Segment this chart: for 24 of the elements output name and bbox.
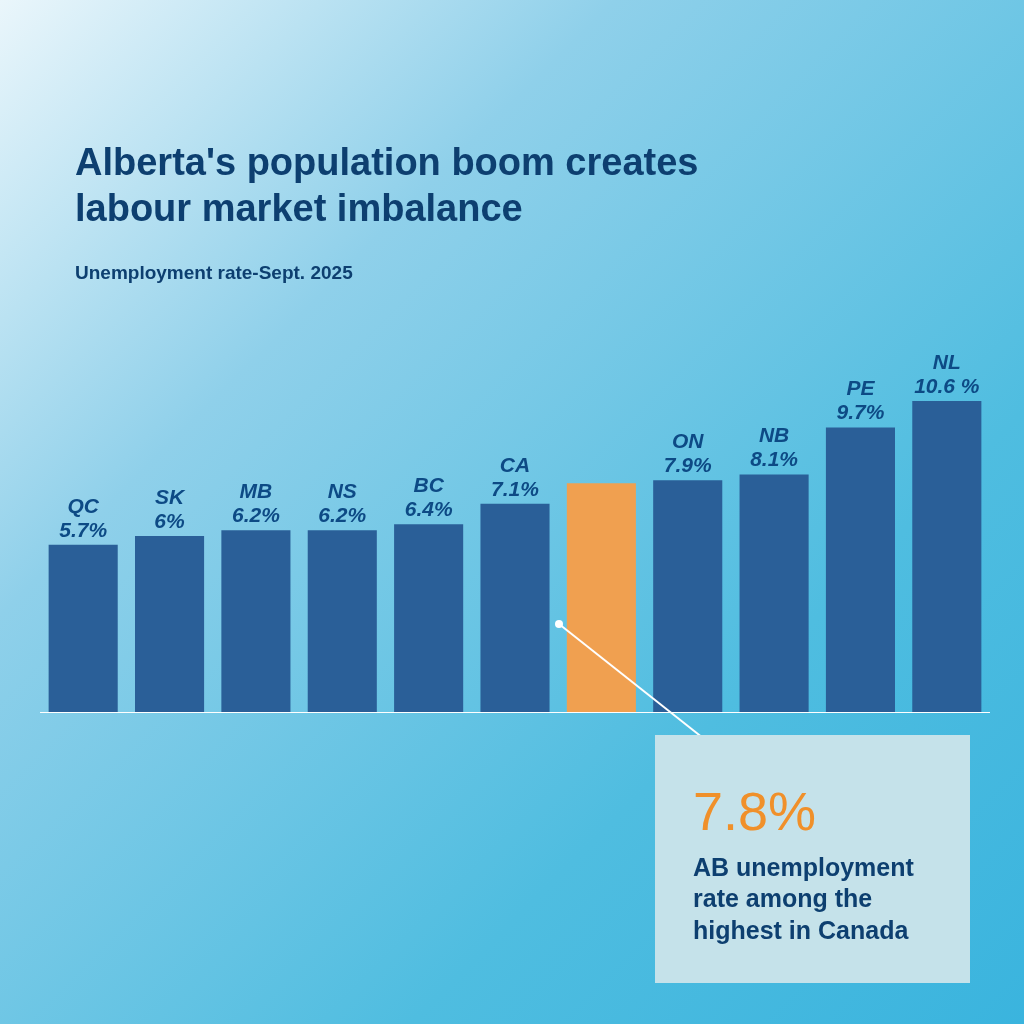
data-label: 5.7% — [59, 517, 108, 541]
x-tick-label: NB — [758, 423, 790, 447]
x-tick-label: SK — [154, 485, 186, 508]
data-label: 6% — [154, 509, 186, 532]
data-label: 8.1% — [750, 447, 799, 471]
x-tick-label: NL — [932, 350, 961, 374]
text: 7.8% — [693, 780, 818, 842]
text: AB unemployment rate among the highest in Canada — [693, 852, 915, 946]
data-label: 10.6 % — [914, 374, 980, 398]
x-tick-label: PE — [846, 376, 876, 400]
x-tick-label: BC — [413, 473, 445, 497]
x-tick-label: CA — [499, 452, 531, 476]
data-label: 6.2% — [231, 503, 281, 527]
data-label: 9.7% — [836, 400, 885, 424]
x-tick-label: NS — [327, 479, 357, 503]
x-tick-label: MB — [239, 479, 273, 503]
data-label: 7.9% — [663, 453, 712, 477]
data-label: 6.2% — [318, 503, 367, 527]
x-tick-label: QC — [67, 493, 100, 517]
x-tick-label: ON — [671, 429, 705, 453]
chart-title: Alberta's population boom creates labour market imbalance — [75, 140, 700, 231]
chart-subtitle: Unemployment rate-Sept. 2025 — [75, 262, 353, 284]
data-label: 7.1% — [491, 476, 540, 500]
data-label: 6.4% — [404, 497, 453, 521]
